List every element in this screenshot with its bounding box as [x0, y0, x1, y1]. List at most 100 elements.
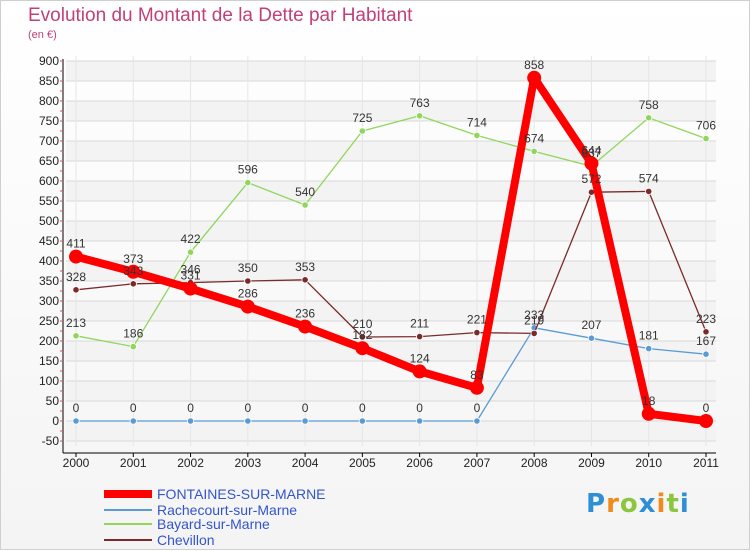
data-point-0	[527, 70, 542, 85]
x-tick-label: 2008	[521, 456, 548, 470]
data-point-3	[244, 277, 252, 285]
legend-item-bayard: Bayard-sur-Marne	[104, 516, 270, 532]
x-tick-label: 2009	[578, 456, 605, 470]
proxiti-logo: Proxiti	[586, 489, 690, 519]
data-label-1: 0	[244, 401, 251, 415]
chart-title: Evolution du Montant de la Dette par Hab…	[28, 5, 413, 26]
x-tick-label: 2001	[120, 456, 147, 470]
y-tick-label: 550	[39, 194, 59, 208]
x-tick-label: 2011	[693, 456, 719, 470]
data-point-1	[702, 350, 710, 358]
data-point-1	[358, 417, 366, 425]
data-point-0	[298, 319, 313, 334]
data-point-0	[183, 281, 198, 296]
y-tick-label: 850	[39, 74, 59, 88]
legend-item-fontaines: FONTAINES-SUR-MARNE	[104, 486, 326, 502]
logo-letter: r	[606, 489, 620, 519]
data-point-2	[473, 131, 481, 139]
legend-label-chevillon: Chevillon	[157, 532, 215, 548]
x-tick-label: 2004	[292, 456, 319, 470]
data-label-2: 706	[696, 119, 716, 133]
data-label-3: 328	[66, 270, 86, 284]
y-tick-label: 750	[39, 114, 59, 128]
x-tick-label: 2002	[177, 456, 204, 470]
legend-label-rachecourt: Rachecourt-sur-Marne	[157, 502, 298, 518]
data-point-3	[645, 187, 653, 195]
data-point-3	[416, 332, 424, 341]
data-point-0	[240, 299, 255, 314]
legend-item-chevillon: Chevillon	[104, 532, 215, 548]
data-point-1	[186, 417, 195, 425]
legend-item-rachecourt: Rachecourt-sur-Marne	[104, 502, 297, 518]
data-label-0: 858	[524, 58, 544, 72]
data-label-3: 350	[238, 261, 258, 275]
data-point-1	[129, 417, 137, 425]
data-point-1	[244, 417, 252, 425]
data-label-2: 637	[581, 146, 601, 160]
data-label-1: 181	[639, 329, 659, 343]
data-label-0: 373	[123, 252, 143, 266]
x-tick-label: 2005	[349, 456, 376, 470]
data-point-2	[129, 342, 137, 351]
y-tick-label: 800	[39, 94, 59, 108]
data-label-1: 0	[130, 401, 137, 415]
data-label-0: 331	[181, 269, 201, 283]
data-point-0	[699, 414, 713, 428]
grid-band	[66, 61, 716, 81]
x-tick-label: 2000	[63, 456, 90, 470]
data-label-2: 422	[181, 232, 201, 246]
data-point-3	[358, 333, 366, 341]
logo-letter: P	[586, 489, 607, 519]
x-tick-label: 2003	[234, 456, 261, 470]
data-point-0	[641, 406, 656, 421]
y-tick-label: 200	[39, 334, 59, 348]
data-label-2: 714	[467, 115, 487, 129]
y-tick-label: 700	[39, 134, 59, 148]
y-tick-label: 100	[39, 374, 59, 388]
data-point-3	[702, 328, 710, 336]
y-tick-label: 500	[39, 214, 59, 228]
data-label-0: 83	[470, 368, 484, 382]
data-label-0: 18	[642, 394, 656, 408]
y-tick-label: 450	[39, 234, 59, 248]
data-point-0	[584, 156, 599, 171]
y-tick-label: 50	[46, 394, 60, 408]
data-label-0: 182	[352, 328, 372, 342]
grid-band	[66, 341, 716, 361]
data-point-3	[530, 329, 538, 337]
data-label-3: 343	[123, 264, 143, 278]
data-label-1: 0	[416, 401, 423, 415]
data-point-0	[126, 264, 141, 279]
data-label-2: 540	[295, 185, 315, 199]
data-point-2	[416, 112, 424, 120]
data-label-3: 210	[352, 317, 372, 331]
data-point-2	[358, 127, 366, 135]
data-label-2: 186	[123, 327, 143, 341]
grid-band	[66, 181, 716, 201]
y-tick-label: 350	[39, 274, 59, 288]
legend-swatch-chevillon	[104, 539, 152, 541]
series-line-2	[75, 115, 707, 348]
data-label-0: 644	[581, 143, 601, 157]
data-label-3: 346	[181, 263, 201, 277]
legend-swatch-fontaines	[104, 490, 152, 498]
data-point-2	[645, 114, 653, 122]
grid-band	[66, 421, 716, 441]
data-point-0	[412, 364, 427, 379]
data-point-2	[244, 179, 252, 187]
data-label-3: 223	[696, 312, 716, 326]
series-line-1	[76, 327, 707, 422]
logo-letter: x	[638, 489, 657, 519]
y-tick-label: 400	[39, 254, 59, 268]
legend-swatch-bayard	[104, 523, 152, 525]
y-tick-label: 0	[52, 414, 59, 428]
data-point-1	[587, 334, 596, 342]
x-tick-label: 2006	[406, 456, 433, 470]
y-tick-label: -50	[42, 434, 60, 448]
data-label-0: 286	[238, 287, 258, 301]
logo-letter: i	[679, 489, 690, 519]
data-point-2	[530, 147, 538, 155]
data-point-1	[301, 417, 309, 425]
data-point-3	[301, 276, 309, 284]
